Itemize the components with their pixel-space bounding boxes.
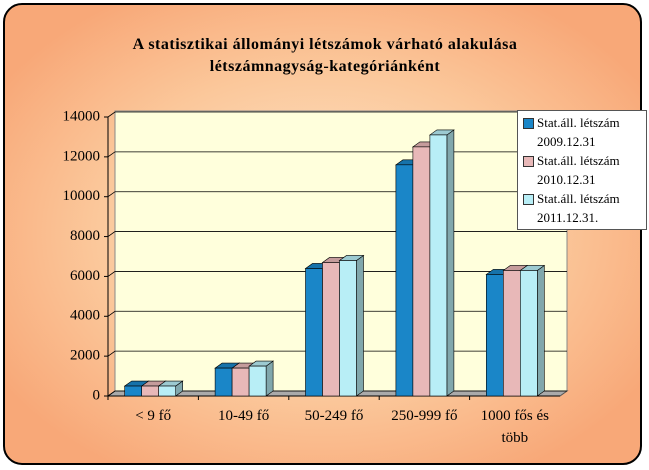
legend-label: Stat.áll. létszám 2011.12.31. — [537, 191, 620, 225]
bar — [124, 385, 142, 397]
y-tick-label: 4000 — [70, 308, 100, 324]
legend-item: Stat.áll. létszám 2011.12.31. — [521, 189, 643, 227]
bar — [158, 385, 176, 397]
bar — [502, 270, 521, 397]
legend-swatch — [523, 194, 534, 205]
bar — [519, 270, 538, 397]
x-tick-label: 10-49 fő — [217, 408, 270, 424]
bar — [339, 260, 357, 397]
bar-side — [265, 360, 274, 397]
bar — [485, 274, 504, 397]
y-tick-label: 14000 — [63, 108, 101, 124]
chart-title: A statisztikai állományi létszámok várha… — [132, 36, 518, 75]
bar — [412, 146, 431, 397]
x-tick-label: 250-999 fő — [391, 408, 458, 424]
grid-line — [107, 111, 567, 118]
legend-swatch — [523, 156, 534, 167]
bar — [141, 385, 159, 397]
bar-side — [536, 264, 545, 397]
bar — [214, 367, 233, 397]
x-tick-label: < 9 fő — [135, 408, 172, 424]
y-tick-label: 6000 — [70, 268, 100, 284]
y-tick-label: 10000 — [63, 188, 101, 204]
x-tick-label: 1000 fős és több — [480, 408, 549, 446]
bar-side — [446, 129, 455, 397]
bar — [231, 367, 250, 397]
legend-item: Stat.áll. létszám 2010.12.31 — [521, 151, 643, 189]
bar — [248, 365, 267, 397]
bar — [395, 164, 414, 397]
legend: Stat.áll. létszám 2009.12.31 Stat.áll. lé… — [517, 110, 647, 230]
bar — [322, 262, 340, 397]
y-tick-label: 0 — [93, 387, 101, 403]
legend-label: Stat.áll. létszám 2010.12.31 — [537, 153, 620, 187]
bar-side — [356, 254, 364, 397]
y-tick-label: 2000 — [70, 348, 100, 364]
legend-label: Stat.áll. létszám 2009.12.31 — [537, 115, 620, 149]
bar — [429, 134, 448, 397]
y-tick-label: 8000 — [70, 228, 100, 244]
y-tick-label: 12000 — [63, 148, 101, 164]
bar — [305, 268, 323, 397]
x-tick-label: 50-249 fő — [304, 408, 364, 424]
legend-swatch — [523, 118, 534, 129]
legend-item: Stat.áll. létszám 2009.12.31 — [521, 113, 643, 151]
